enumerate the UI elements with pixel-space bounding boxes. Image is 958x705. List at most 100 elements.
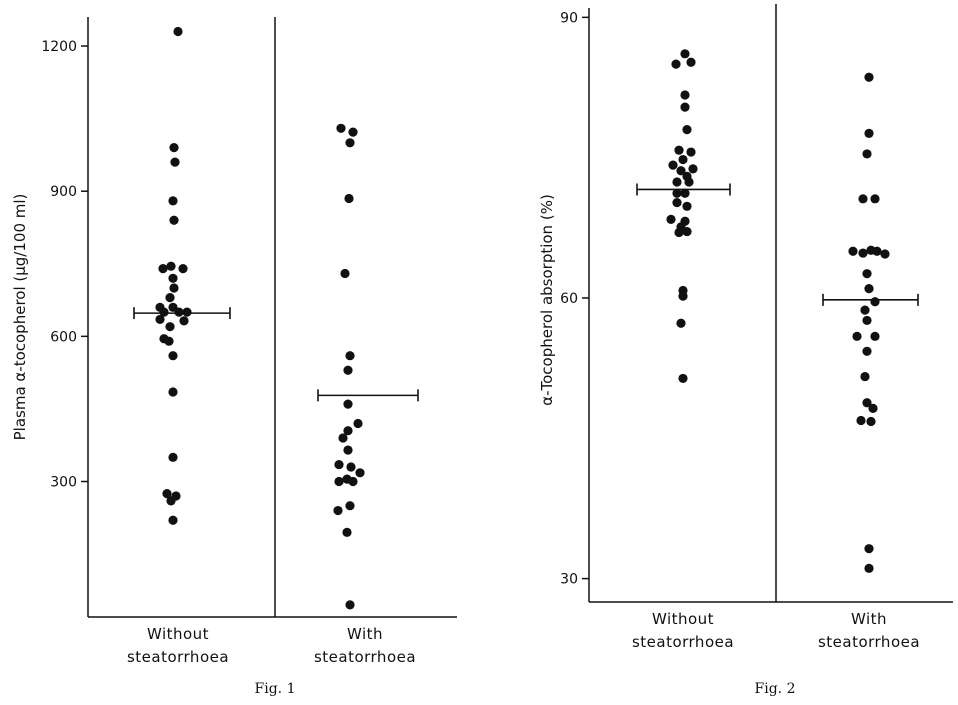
fig1-category-1-line1: With <box>347 625 383 643</box>
fig2-group-1-point-10 <box>862 269 872 279</box>
fig1-group-0-point-4 <box>169 215 179 225</box>
fig1-group-0-point-3 <box>168 196 178 206</box>
fig2-group-1-point-24 <box>864 563 874 573</box>
fig1-group-0-point-27 <box>168 515 178 525</box>
fig1-group-0-point-5 <box>158 264 168 274</box>
fig1-group-0-point-10 <box>165 293 175 303</box>
fig2-group-0-point-7 <box>686 147 696 157</box>
fig1-group-0-point-26 <box>171 491 181 501</box>
fig2-group-1-point-3 <box>858 194 868 204</box>
fig1-group-0-point-7 <box>178 264 188 274</box>
fig2-group-1-point-8 <box>872 246 882 256</box>
fig2-group-1-point-13 <box>860 305 870 315</box>
fig1-group-1-point-14 <box>355 468 365 478</box>
fig2-group-0-point-25 <box>678 291 688 301</box>
fig1-category-0-line1: Without <box>147 625 209 643</box>
fig1-group-1-point-19 <box>333 505 343 516</box>
fig1-group-0-point-2 <box>170 157 180 167</box>
fig1-group-0-point-20 <box>159 334 169 344</box>
fig2-group-0-point-26 <box>676 318 686 328</box>
fig2-group-1-point-1 <box>864 128 874 138</box>
fig1-group-1-point-8 <box>353 418 363 429</box>
fig1-group-1-point-2 <box>345 138 355 148</box>
fig1-group-1-point-12 <box>334 459 344 470</box>
fig2-y-tick-label-2: 90 <box>560 10 578 26</box>
fig1-y-tick-label-1: 600 <box>50 329 77 345</box>
fig1-group-0-point-24 <box>162 489 172 499</box>
fig1-caption: Fig. 1 <box>255 681 296 697</box>
fig2-y-axis-label: α-Tocopherol absorption (%) <box>538 194 556 406</box>
fig2-group-0-point-5 <box>682 125 692 135</box>
fig2-group-0-point-4 <box>680 102 690 112</box>
fig2-category-1-line1: With <box>851 610 887 628</box>
fig1-y-tick-label-3: 1200 <box>41 39 77 55</box>
fig1-y-axis-label: Plasma α-tocopherol (μg/100 ml) <box>11 194 29 441</box>
fig2-group-1-point-19 <box>862 398 872 408</box>
fig2-group-1-point-14 <box>862 315 872 326</box>
fig2-points <box>666 49 890 573</box>
fig2-group-1-point-11 <box>864 284 874 294</box>
fig2-group-0-point-13 <box>672 177 682 187</box>
fig1-group-1-point-5 <box>345 351 355 361</box>
fig1-mean-bars <box>133 307 419 402</box>
fig1-group-0-point-21 <box>168 351 178 361</box>
fig2-group-1-point-22 <box>866 416 876 427</box>
fig2-y-tick-label-0: 30 <box>560 572 578 588</box>
fig1-y-ticks: 300 600 900 1200 <box>41 39 88 491</box>
fig1-group-0-point-15 <box>182 307 192 317</box>
fig1-group-0-point-22 <box>168 387 178 397</box>
fig1-group-0-point-16 <box>155 314 165 325</box>
fig1-group-0-point-6 <box>166 261 176 271</box>
fig2-group-0-point-17 <box>672 197 682 208</box>
fig1-group-1-point-21 <box>345 600 355 610</box>
fig2-group-0-point-3 <box>680 90 690 100</box>
fig2-y-tick-label-1: 60 <box>560 291 578 307</box>
fig2-group-0-point-14 <box>684 177 694 187</box>
fig1-group-0-point-9 <box>169 283 179 293</box>
fig2-group-0-point-16 <box>680 188 690 198</box>
fig2-group-0-point-18 <box>682 201 692 211</box>
fig1-group-1-point-11 <box>343 445 353 455</box>
fig2-group-0-point-22 <box>674 227 684 238</box>
fig2-category-1-line2: steatorrhoea <box>818 633 920 651</box>
fig1-group-0-point-23 <box>168 452 178 462</box>
fig1-group-0-point-0 <box>173 26 183 37</box>
fig2-group-0-point-0 <box>680 49 690 59</box>
fig2-group-1-point-12 <box>870 297 880 307</box>
fig2-group-0-point-11 <box>688 164 698 174</box>
fig2-group-0-point-1 <box>671 59 681 69</box>
fig1-y-tick-label-2: 900 <box>50 184 77 200</box>
fig1-group-1-point-6 <box>343 365 353 375</box>
fig2-group-0-point-9 <box>668 160 678 170</box>
fig2-group-0-point-2 <box>686 57 696 67</box>
fig2-group-0-point-10 <box>676 166 686 176</box>
fig1-chart: 300 600 900 1200 Plasma α-tocopherol (μg/10… <box>11 17 457 697</box>
fig2-group-1-point-18 <box>860 371 870 382</box>
fig1-group-0-point-13 <box>159 307 169 317</box>
fig1-group-1-point-13 <box>346 462 356 472</box>
fig2-group-1-point-23 <box>864 544 874 554</box>
fig2-group-0-point-6 <box>674 145 684 155</box>
fig1-category-0-line2: steatorrhoea <box>127 648 229 666</box>
fig1-group-1-point-18 <box>345 501 355 511</box>
fig1-group-1-point-10 <box>338 433 348 443</box>
fig2-group-1-point-5 <box>848 246 858 256</box>
fig1-y-tick-label-0: 300 <box>50 475 77 491</box>
fig1-category-1-line2: steatorrhoea <box>314 648 416 666</box>
fig2-group-1-point-4 <box>870 194 880 204</box>
fig2-group-1-point-17 <box>862 346 872 356</box>
fig2-group-1-point-20 <box>868 403 878 413</box>
fig2-group-1-point-15 <box>852 331 862 341</box>
fig1-points <box>155 26 365 610</box>
fig1-group-1-point-1 <box>348 127 358 137</box>
fig1-group-1-point-9 <box>343 426 353 436</box>
fig1-group-1-point-3 <box>344 193 354 204</box>
fig1-group-1-point-7 <box>343 399 353 409</box>
fig2-group-1-point-16 <box>870 331 880 341</box>
fig1-group-1-point-4 <box>340 268 350 279</box>
fig2-group-0-point-19 <box>666 214 676 225</box>
fig2-group-1-point-2 <box>862 149 872 159</box>
fig2-group-1-point-6 <box>858 248 868 258</box>
